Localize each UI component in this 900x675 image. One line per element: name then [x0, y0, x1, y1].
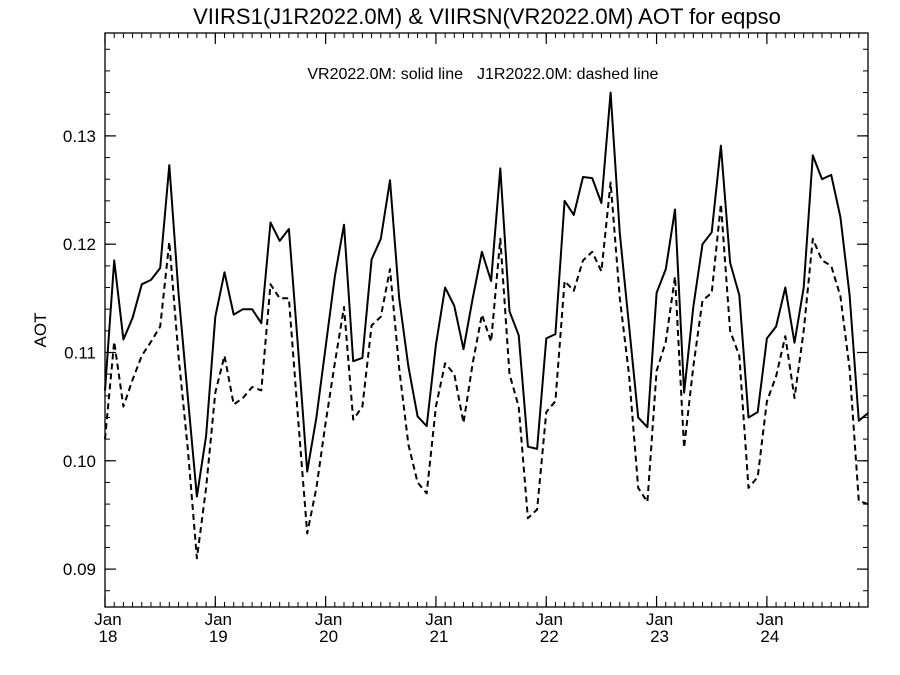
x-tick-label-month: Jan — [94, 610, 121, 629]
y-axis-label: AOT — [31, 313, 50, 348]
x-tick-label-month: Jan — [425, 610, 452, 629]
x-tick-label-year: 21 — [429, 627, 448, 646]
series-line-solid — [104, 91, 869, 498]
x-tick-label-month: Jan — [315, 610, 342, 629]
series-lines — [104, 91, 869, 560]
y-tick-label: 0.12 — [63, 235, 96, 254]
legend-dashed-entry: J1R2022.0M: dashed line — [477, 66, 659, 83]
y-tick-label: 0.09 — [63, 560, 96, 579]
x-tick-label-month: Jan — [536, 610, 563, 629]
series-line-dashed — [104, 181, 869, 560]
x-tick-label-month: Jan — [205, 610, 232, 629]
x-tick-label-year: 19 — [209, 627, 228, 646]
axis-ticks: 0.090.100.110.120.13Jan18Jan19Jan20Jan21… — [63, 33, 869, 646]
x-tick-label-year: 24 — [760, 627, 779, 646]
plot-frame — [104, 32, 869, 608]
x-tick-label-year: 20 — [319, 627, 338, 646]
y-tick-label: 0.11 — [64, 343, 96, 362]
legend-solid-entry: VR2022.0M: solid line — [307, 66, 463, 83]
x-tick-label-month: Jan — [756, 610, 783, 629]
y-tick-label: 0.13 — [63, 127, 96, 146]
x-tick-label-year: 22 — [540, 627, 559, 646]
x-tick-label-year: 23 — [650, 627, 669, 646]
chart-title: VIIRS1(J1R2022.0M) & VIIRSN(VR2022.0M) A… — [193, 4, 781, 29]
y-tick-label: 0.10 — [63, 452, 96, 471]
axes — [104, 32, 869, 608]
x-tick-label-month: Jan — [646, 610, 673, 629]
x-tick-label-year: 18 — [99, 627, 118, 646]
